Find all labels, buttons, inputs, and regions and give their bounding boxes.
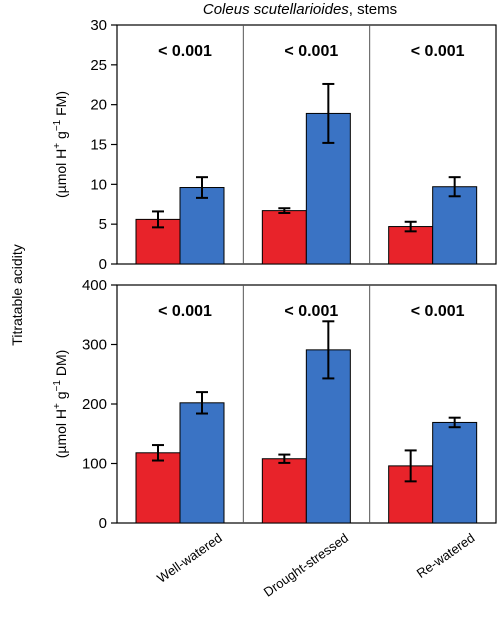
y-axis-label: (µmol H+ g−1 DM) [52,350,69,459]
y-tick-label: 5 [99,216,107,233]
y-tick-label: 10 [90,176,107,193]
p-value-annotation: < 0.001 [158,43,212,60]
bar [135,452,181,524]
p-value-annotation: < 0.001 [158,303,212,320]
p-value-annotation: < 0.001 [284,303,338,320]
y-tick-label: 20 [90,97,107,114]
y-tick-label: 100 [82,456,107,473]
y-tick-label: 15 [90,137,107,154]
bar [179,402,225,524]
bar [261,210,307,265]
y-axis-label: (µmol H+ g−1 FM) [52,91,69,198]
p-value-annotation: < 0.001 [411,43,465,60]
y-tick-label: 400 [82,277,107,294]
bar [432,421,478,524]
bar [432,186,478,265]
y-tick-label: 30 [90,17,107,34]
y-tick-label: 25 [90,57,107,74]
y-tick-label: 0 [99,515,107,532]
y-tick-label: 0 [99,256,107,273]
bar [179,187,225,265]
p-value-annotation: < 0.001 [284,43,338,60]
bar [261,458,307,524]
p-value-annotation: < 0.001 [411,303,465,320]
panel-bottom: 0 100 200 300 400 (µmol H+ g−1 DM) < 0.001 < 0.… [52,277,497,532]
common-y-axis-label: Titratable acidity [9,244,25,345]
x-category-label: Well-watered [154,530,225,586]
x-category-label: Drought-stressed [261,530,351,599]
panel-top: 0 5 10 15 20 25 30 (µmol H+ g−1 FM) < 0.001 < 0.0… [52,17,497,273]
y-tick-label: 200 [82,396,107,413]
x-category-label: Re-watered [414,530,478,581]
y-tick-label: 300 [82,337,107,354]
chart-title: Coleus scutellarioides, stems [203,1,397,18]
